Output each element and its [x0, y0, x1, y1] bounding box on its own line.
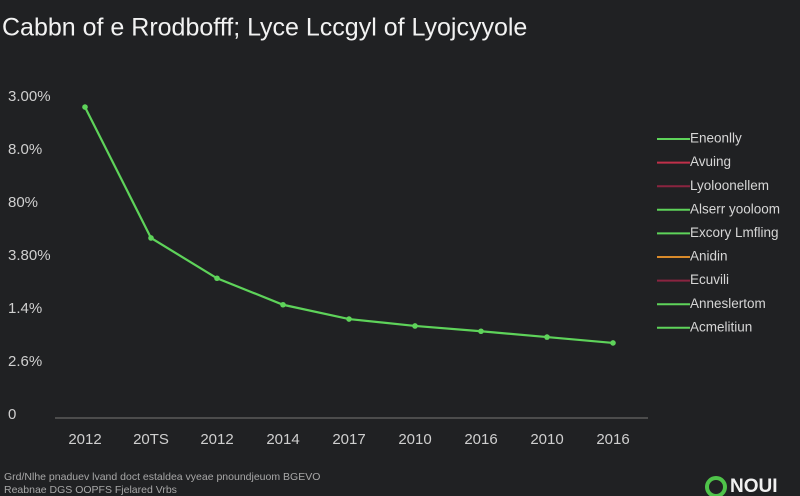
logo: NOUI	[730, 476, 778, 496]
y-tick-label: 1.4%	[8, 300, 42, 317]
series-line	[84, 106, 614, 345]
legend-label: Anneslertom	[690, 296, 766, 311]
x-tick-label: 2012	[68, 431, 101, 448]
legend-label: Avuing	[690, 154, 731, 169]
legend-label: Acmelitiun	[690, 319, 752, 334]
data-point	[478, 328, 484, 335]
data-point	[280, 301, 286, 308]
y-tick-label: 0	[8, 406, 16, 423]
data-point	[346, 316, 352, 322]
y-tick-label: 8.0%	[8, 141, 42, 158]
x-tick-label: 2010	[530, 431, 563, 448]
x-tick-label: 2012	[200, 431, 233, 448]
y-tick-label: 3.00%	[8, 88, 51, 105]
footer-line: Grd/Nlhe pnaduev lvand doct estaldea vye…	[4, 471, 320, 483]
legend-label: Excory Lmfling	[690, 225, 779, 240]
legend-label: Alserr yooloom	[690, 201, 780, 216]
x-tick-label: 2017	[332, 431, 365, 448]
x-tick-label: 2016	[596, 431, 629, 448]
logo-icon	[705, 476, 727, 496]
data-point	[82, 104, 88, 110]
x-tick-label: 2010	[398, 431, 431, 448]
data-point	[214, 275, 220, 282]
chart-title: Cabbn of e Rrodbofff; Lyce Lccgyl of Lyo…	[2, 14, 527, 42]
x-tick-label: 2016	[464, 431, 497, 448]
data-point	[412, 323, 418, 329]
footer-line: Reabnae DGS OOPFS Fjelared Vrbs	[4, 484, 177, 496]
legend-label: Lyoloonellem	[690, 178, 769, 193]
legend-label: Anidin	[690, 249, 728, 264]
y-tick-label: 80%	[8, 194, 38, 211]
x-tick-label: 2014	[266, 431, 299, 448]
y-tick-label: 2.6%	[8, 353, 42, 370]
legend-label: Ecuvili	[690, 272, 729, 287]
data-point	[148, 235, 154, 241]
data-point	[610, 340, 616, 346]
x-tick-label: 20TS	[133, 431, 169, 448]
legend-label: Eneonlly	[690, 131, 742, 146]
y-tick-label: 3.80%	[8, 247, 51, 264]
data-point	[544, 334, 550, 340]
